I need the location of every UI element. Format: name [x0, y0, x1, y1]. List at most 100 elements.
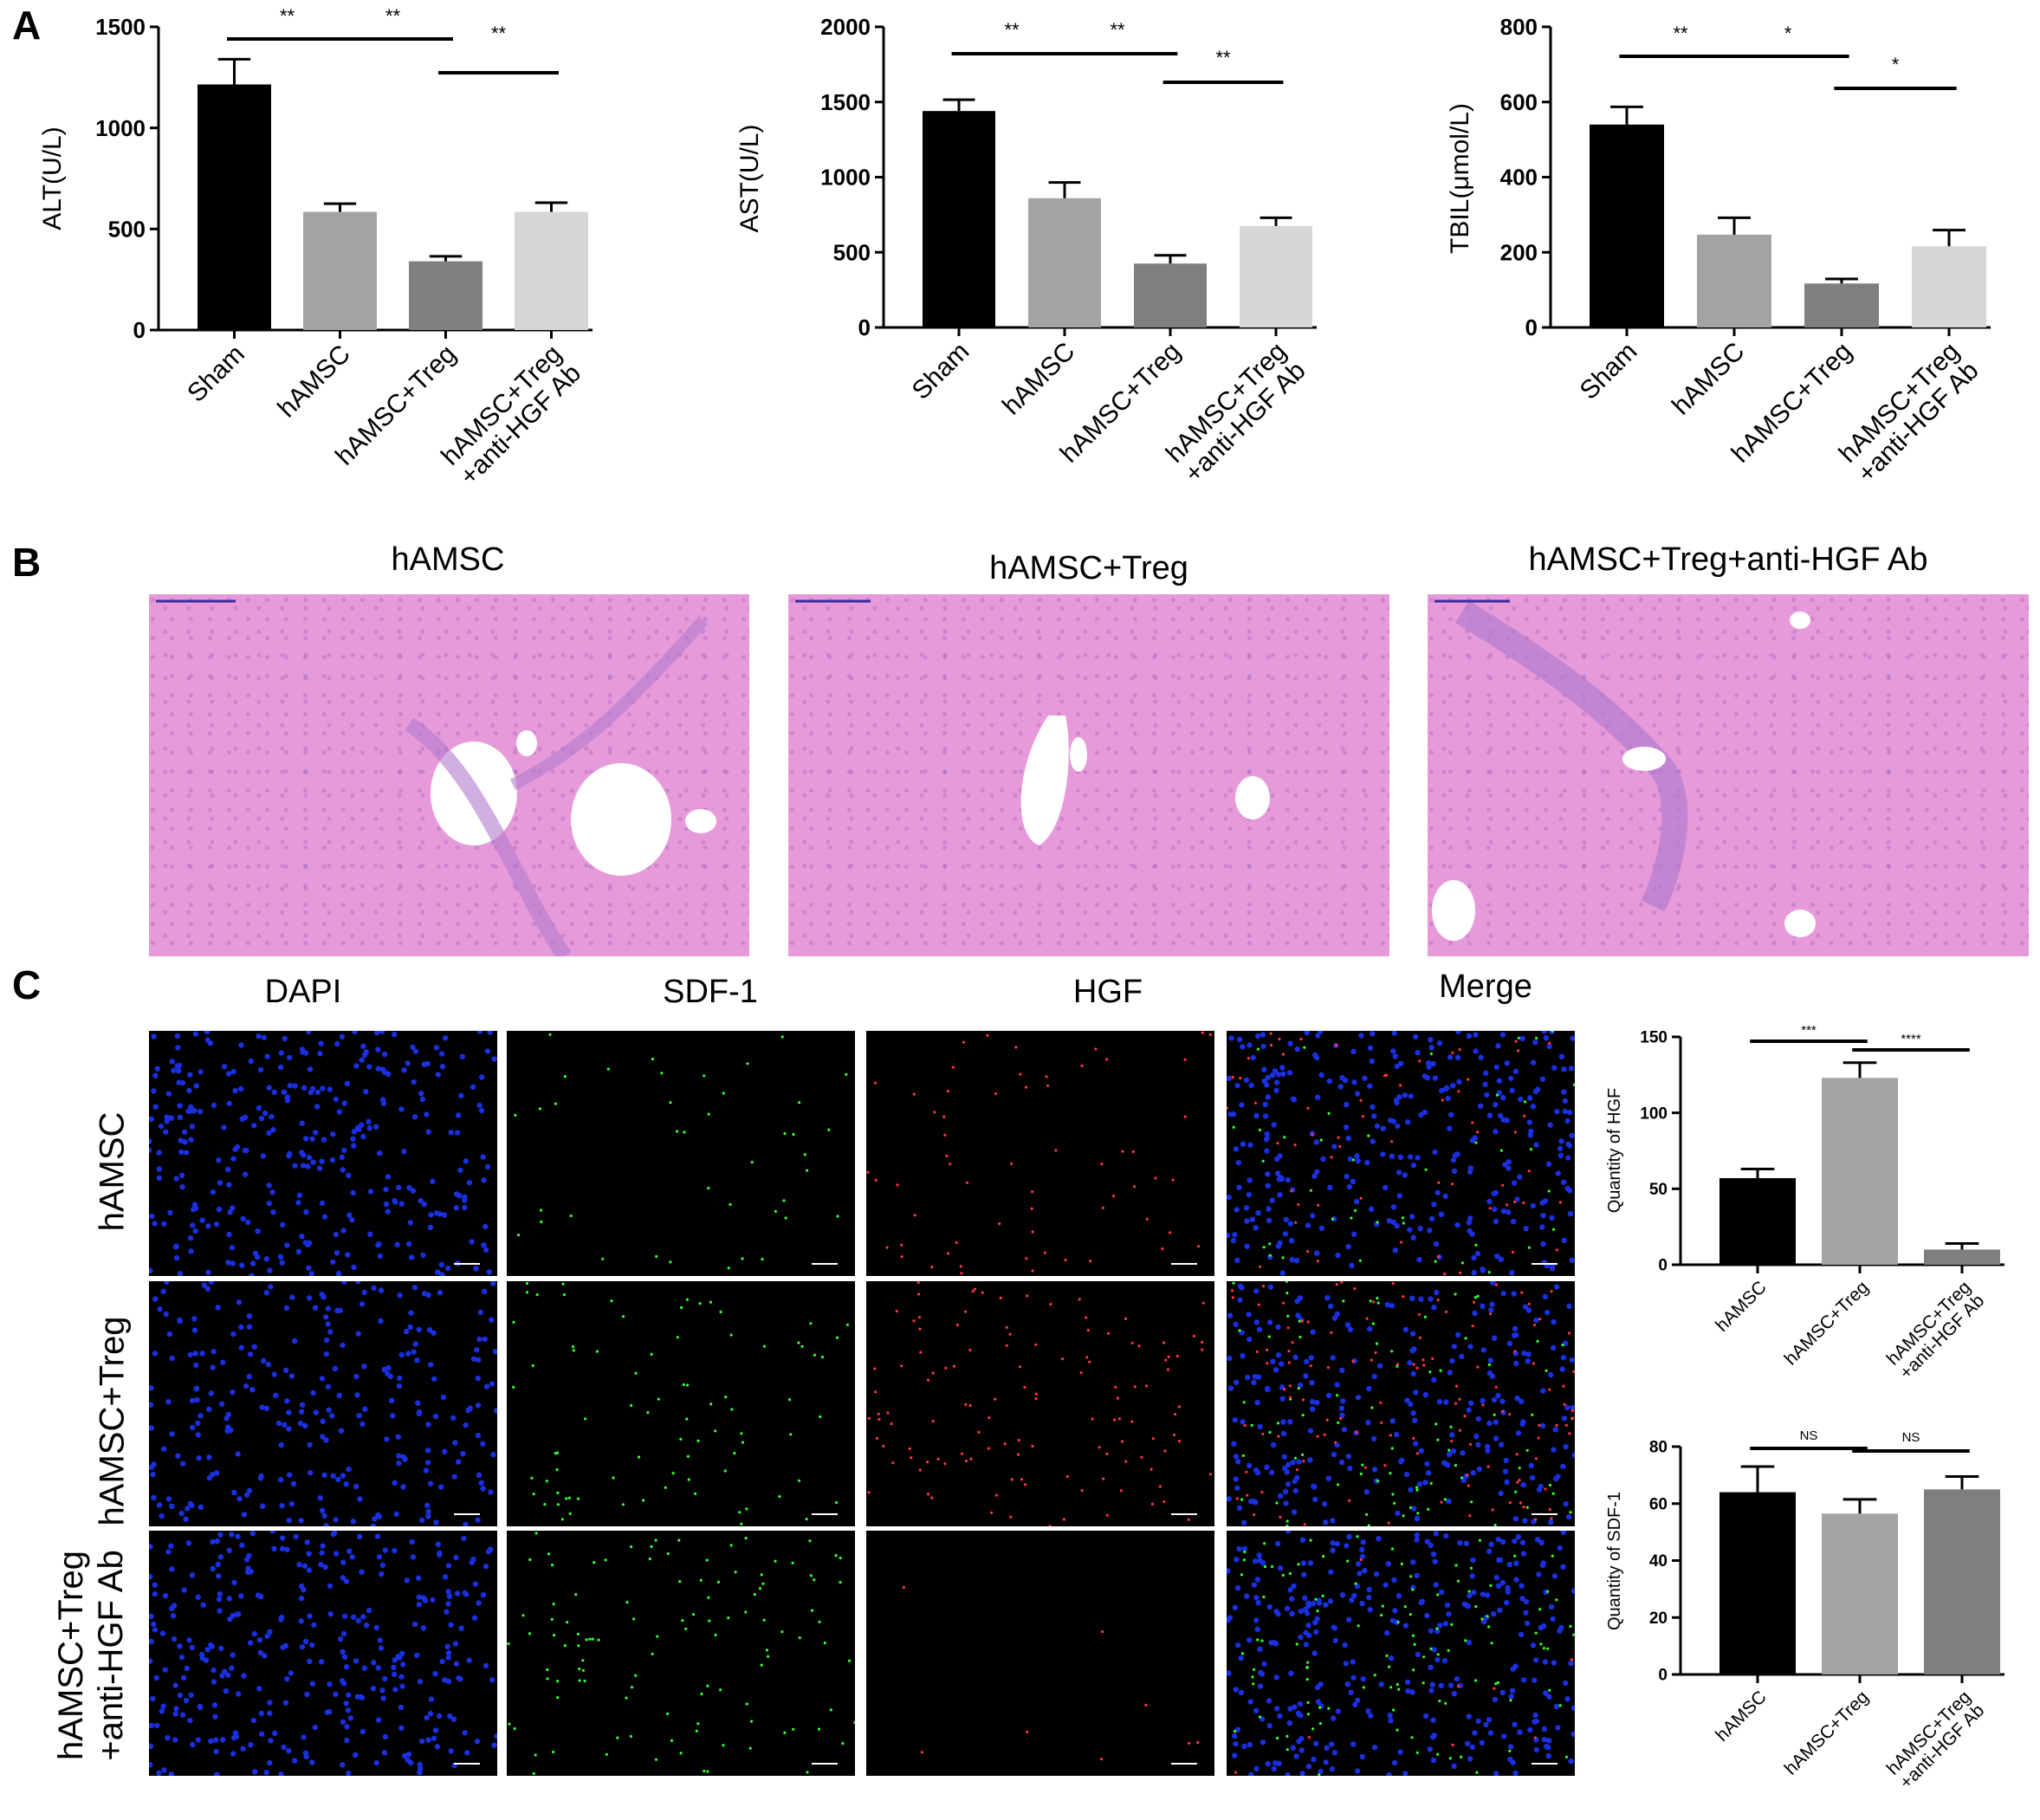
bar	[1697, 234, 1771, 327]
if-image-hgf-row1	[866, 1031, 1214, 1276]
if-image-dots	[149, 1031, 497, 1276]
if-image-merge-row3	[1227, 1531, 1575, 1776]
significance-label: **	[1110, 19, 1125, 41]
x-tick-label: Sham	[907, 337, 975, 405]
if-col-sdf1: SDF-1	[663, 974, 758, 1010]
panel-label-a: A	[12, 3, 42, 48]
tbil-chart: 0 200 400 600 800 TBIL(μmol/L) Sham hAMSC hAMSC+…	[1446, 14, 1991, 489]
if-image-dots	[1227, 1031, 1575, 1276]
bar	[1822, 1513, 1898, 1674]
y-tick-label: 500	[108, 216, 146, 242]
y-tick-label: 2000	[820, 14, 871, 40]
significance-label: **	[1673, 23, 1688, 44]
if-image-dapi-row2	[149, 1281, 497, 1526]
bar	[1719, 1492, 1796, 1674]
y-tick-label: 80	[1649, 1439, 1668, 1457]
if-image-hgf-row2	[866, 1281, 1214, 1526]
y-tick-label: 1500	[95, 14, 146, 40]
y-tick-label: 1500	[820, 89, 871, 115]
x-tick-label-line: hAMSC	[1712, 1687, 1770, 1745]
significance-label: NS	[1800, 1428, 1818, 1443]
y-tick-label: 200	[1500, 239, 1538, 265]
significance-label: NS	[1902, 1430, 1920, 1445]
x-tick-label-line: Sham	[907, 337, 975, 405]
y-tick-label: 1000	[820, 165, 871, 191]
y-axis-label: Quantity of HGF	[1605, 1088, 1624, 1214]
x-tick-label-line: Sham	[1575, 337, 1643, 405]
y-tick-label: 40	[1649, 1552, 1668, 1571]
if-image-sdf1-row3	[507, 1531, 855, 1776]
y-tick-label: 1000	[95, 115, 146, 141]
y-tick-label: 150	[1640, 1029, 1668, 1047]
x-tick-label-line: hAMSC	[272, 340, 355, 423]
if-col-hgf: HGF	[1072, 974, 1143, 1010]
bar	[409, 261, 482, 330]
x-tick-label-line: Sham	[182, 340, 250, 408]
bar	[1719, 1178, 1796, 1265]
x-tick-label: hAMSC	[997, 337, 1080, 420]
x-tick-label: hAMSC	[1712, 1687, 1770, 1745]
if-image-dots	[512, 1281, 849, 1525]
if-image-hgf-row3	[866, 1531, 1214, 1776]
panel-label-c: C	[12, 962, 42, 1007]
bar	[1240, 225, 1312, 327]
if-image-dots	[867, 1281, 1213, 1526]
x-tick-label-line: hAMSC+Treg	[1781, 1687, 1873, 1778]
if-image-dapi-row3	[149, 1531, 497, 1776]
y-tick-label: 600	[1500, 89, 1538, 115]
bar	[1924, 1489, 2000, 1674]
significance-label: ****	[1901, 1032, 1921, 1046]
significance-label: *	[1892, 54, 1900, 75]
if-image-sdf1-row1	[507, 1031, 855, 1276]
if-image-dots	[866, 1031, 1212, 1275]
x-tick-label: hAMSC+Treg	[1781, 1687, 1873, 1778]
x-tick-label: hAMSC	[272, 340, 355, 423]
y-tick-label: 60	[1649, 1495, 1668, 1513]
if-col-merge: Merge	[1439, 968, 1532, 1005]
y-axis-label: ALT(U/L)	[38, 126, 67, 230]
if-col-dapi: DAPI	[264, 974, 342, 1010]
bar	[1134, 263, 1207, 327]
if-image-dots	[1227, 1281, 1575, 1526]
significance-label: **	[491, 23, 507, 44]
bar	[1912, 246, 1986, 327]
y-axis-label: AST(U/L)	[735, 124, 764, 232]
bar	[1028, 198, 1101, 327]
if-image-dots	[514, 1033, 848, 1270]
if-image-dots	[507, 1532, 855, 1775]
he-title-hamsc-treg-antihgf: hAMSC+Treg+anti-HGF Ab	[1528, 541, 1928, 578]
significance-label: *	[1784, 23, 1792, 44]
x-tick-label-line: hAMSC+Treg	[1781, 1277, 1873, 1369]
bar	[1590, 124, 1664, 327]
x-tick-label-line: hAMSC	[1667, 337, 1750, 420]
bar	[198, 84, 271, 330]
x-tick-label: hAMSC+Treg+anti-HGF Ab	[1883, 1277, 1989, 1383]
if-row-hamsc-treg-antihgf: hAMSC+Treg +anti-HGF Ab	[51, 1499, 131, 1811]
y-tick-label: 400	[1500, 165, 1538, 191]
bar	[303, 211, 377, 330]
bar	[923, 111, 995, 327]
significance-label: **	[1004, 19, 1020, 41]
bar	[1804, 283, 1879, 327]
if-row-label-line1: hAMSC+Treg	[93, 1316, 132, 1526]
significance-label: **	[1215, 47, 1231, 68]
x-tick-label: hAMSC+Treg+anti-HGF Ab	[1883, 1687, 1989, 1792]
bar	[1924, 1249, 2000, 1265]
he-image-hamsc-treg	[788, 594, 1389, 956]
if-image-dots	[149, 1281, 497, 1526]
x-tick-label-line: hAMSC	[1712, 1277, 1770, 1335]
he-title-hamsc: hAMSC	[391, 541, 505, 578]
x-tick-label: Sham	[1575, 337, 1643, 405]
hgf-quantity-chart: 0 50 100 150 Quantity of HGF hAMSC hAMSC+Treg h…	[1605, 1023, 2004, 1383]
y-tick-label: 0	[1658, 1257, 1668, 1275]
y-axis-label: TBIL(μmol/L)	[1446, 103, 1474, 254]
panel-label-b: B	[12, 540, 42, 585]
y-tick-label: 0	[133, 317, 146, 343]
he-image-hamsc-treg-antihgf	[1428, 594, 2029, 956]
y-tick-label: 0	[1658, 1667, 1668, 1685]
if-image-dots	[149, 1531, 497, 1776]
if-image-merge-row2	[1227, 1281, 1575, 1526]
y-tick-label: 50	[1649, 1181, 1668, 1199]
